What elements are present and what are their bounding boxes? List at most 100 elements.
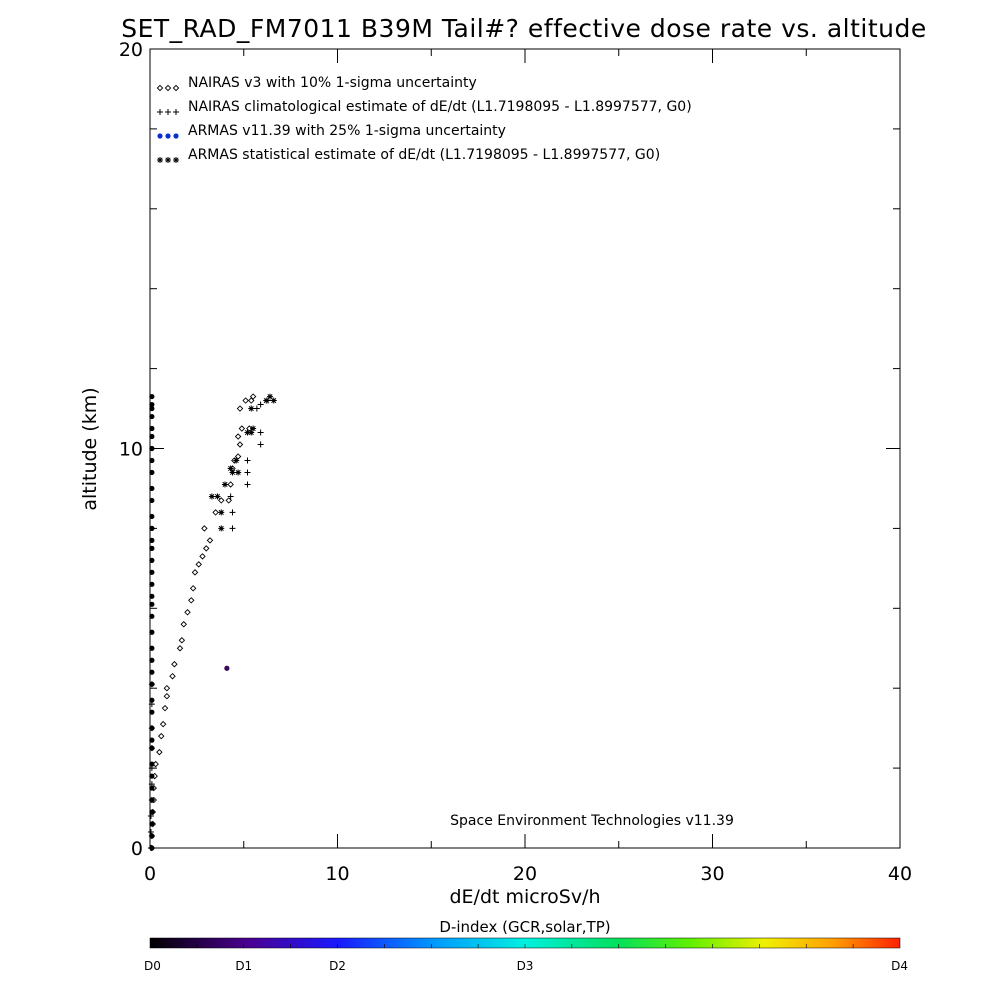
data-point — [149, 445, 155, 452]
colorbar-label: D2 — [329, 959, 346, 973]
data-point — [227, 465, 234, 472]
data-point — [149, 569, 155, 575]
data-point — [234, 433, 242, 440]
data-point — [149, 809, 155, 815]
legend-marker — [157, 109, 163, 115]
data-point — [149, 457, 155, 464]
data-point — [149, 737, 155, 743]
chart-title: SET_RAD_FM7011 B39M Tail#? effective dos… — [121, 14, 927, 43]
data-point — [201, 525, 208, 532]
data-point — [149, 773, 155, 779]
data-point — [149, 485, 155, 492]
data-point — [149, 797, 155, 803]
data-point — [149, 393, 155, 400]
data-point — [149, 681, 155, 687]
data-point — [149, 497, 155, 504]
data-point — [250, 425, 257, 432]
data-point — [229, 525, 236, 532]
legend-entry: ARMAS statistical estimate of dE/dt (L1.… — [188, 147, 660, 163]
legend-marker — [157, 133, 163, 139]
data-point — [149, 545, 155, 551]
data-point — [171, 660, 178, 668]
x-axis-label: dE/dt microSv/h — [449, 886, 600, 908]
data-point — [227, 481, 234, 488]
series-3 — [149, 393, 230, 851]
colorbar-label: D1 — [235, 959, 252, 973]
data-point — [244, 429, 251, 436]
data-point — [244, 469, 251, 476]
data-point — [149, 401, 155, 408]
data-point — [270, 397, 277, 404]
data-point — [149, 433, 155, 440]
data-points — [147, 393, 277, 852]
data-point — [163, 692, 171, 700]
plot-frame — [149, 48, 901, 849]
data-point — [149, 657, 155, 663]
data-point — [238, 425, 246, 432]
legend-marker — [173, 157, 179, 163]
data-point — [236, 441, 244, 448]
data-point — [149, 745, 155, 751]
data-point — [222, 481, 228, 488]
data-point — [218, 509, 225, 516]
x-tick-label: 10 — [325, 863, 349, 885]
data-point — [233, 457, 240, 464]
data-point — [248, 405, 255, 412]
credit-label: Space Environment Technologies v11.39 — [450, 813, 734, 829]
data-point — [199, 553, 206, 560]
colorbar: D-index (GCR,solar,TP) D0 D1 D2 D3 D4 — [144, 918, 908, 973]
legend-entry: NAIRAS v3 with 10% 1-sigma uncertainty — [188, 75, 477, 91]
data-point — [180, 621, 187, 628]
legend-marker — [156, 84, 164, 92]
legend-marker — [172, 84, 180, 92]
axis-tick-labels: 0 10 20 30 40 0 10 20 — [119, 39, 912, 885]
data-point — [227, 493, 234, 500]
data-point — [149, 845, 155, 851]
legend-entry: ARMAS v11.39 with 25% 1-sigma uncertaint… — [188, 123, 506, 139]
legend-marker — [164, 84, 172, 92]
data-point — [149, 645, 155, 651]
data-point — [149, 725, 155, 731]
data-point — [248, 429, 255, 436]
data-point — [195, 561, 202, 568]
data-point — [242, 397, 249, 404]
colorbar-label: D3 — [517, 959, 534, 973]
data-point — [203, 545, 210, 552]
data-point — [169, 672, 176, 680]
data-point — [184, 609, 191, 616]
data-point — [149, 697, 155, 703]
data-point — [156, 748, 163, 756]
data-point — [149, 469, 155, 476]
data-point — [149, 513, 155, 520]
data-point — [248, 397, 255, 404]
data-point — [149, 669, 155, 675]
data-point — [263, 397, 270, 404]
axis-ticks — [149, 48, 901, 849]
data-point — [257, 441, 264, 448]
y-tick-label: 0 — [131, 838, 143, 860]
data-point — [244, 457, 251, 464]
data-point — [176, 645, 184, 652]
x-tick-label: 40 — [888, 863, 912, 885]
data-point — [189, 585, 197, 592]
data-point — [253, 405, 260, 412]
colorbar-label: D4 — [891, 959, 908, 973]
colorbar-title: D-index (GCR,solar,TP) — [439, 918, 610, 936]
legend-marker — [173, 109, 179, 115]
data-point — [149, 761, 155, 767]
colorbar-label: D0 — [144, 959, 161, 973]
data-point — [149, 833, 155, 839]
data-point — [149, 629, 155, 635]
x-tick-label: 0 — [144, 863, 156, 885]
data-point — [244, 481, 251, 488]
legend: NAIRAS v3 with 10% 1-sigma uncertainty NA… — [156, 75, 692, 163]
data-point — [149, 581, 155, 587]
data-point — [158, 732, 165, 740]
data-point — [191, 569, 199, 576]
x-tick-label: 30 — [700, 863, 724, 885]
data-point — [149, 785, 155, 791]
legend-marker — [173, 133, 179, 139]
data-point — [208, 493, 215, 500]
series-4 — [208, 393, 277, 532]
data-point — [149, 425, 155, 432]
